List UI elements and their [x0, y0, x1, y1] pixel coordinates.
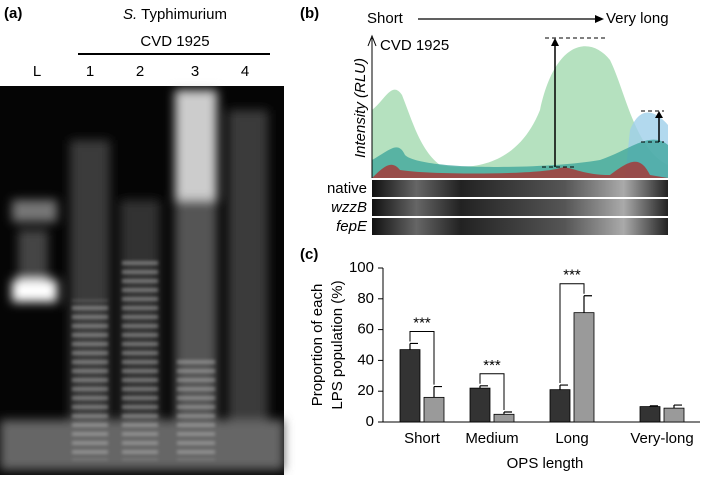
gel-strip: [372, 218, 668, 235]
x-axis-label: OPS length: [507, 455, 584, 472]
arrow-start-label: Short: [367, 10, 404, 27]
lane-label: 1: [86, 63, 94, 80]
lane-label: 3: [191, 63, 199, 80]
axis-arrow: [367, 34, 377, 47]
panel-label: (b): [300, 5, 319, 22]
strip-label: fepE: [336, 218, 368, 235]
bar: [549, 389, 571, 423]
x-tick-label: Short: [404, 430, 441, 447]
bar: [573, 312, 595, 423]
x-tick-label: Medium: [465, 430, 518, 447]
lane-label: 4: [241, 63, 249, 80]
error-bar: [559, 384, 568, 390]
error-bar: [583, 295, 592, 313]
arrow-end-label: Very long: [606, 10, 669, 27]
organism: S. Typhimurium: [123, 6, 227, 23]
bar: [493, 413, 515, 423]
y-axis-label: Proportion of each: [309, 284, 326, 407]
arrow-head: [655, 111, 663, 118]
gel-strip: [372, 180, 668, 197]
y-tick-label: 0: [366, 413, 374, 430]
profile-wzzb: [372, 139, 668, 178]
genus: S.: [123, 6, 137, 23]
error-bar: [433, 385, 442, 398]
bar: [639, 406, 661, 423]
y-tick-label: 20: [357, 382, 374, 399]
significance-bracket: [409, 330, 435, 385]
error-bar: [503, 411, 512, 415]
profile-native: [372, 46, 668, 179]
y-tick-label: 80: [357, 290, 374, 307]
y-tick-label: 60: [357, 321, 374, 338]
significance-label: ***: [563, 267, 581, 284]
significance-bracket: [559, 283, 585, 384]
error-bar: [649, 405, 658, 407]
y-axis-label: LPS population (%): [329, 280, 346, 409]
y-tick-label: 40: [357, 351, 374, 368]
profile-red: [372, 161, 668, 178]
strip-label: native: [327, 180, 367, 197]
x-tick-label: Long: [555, 430, 588, 447]
significance-bracket: [479, 373, 505, 410]
strain: CVD 1925: [140, 33, 209, 50]
bar: [663, 407, 685, 423]
bar: [469, 387, 491, 423]
x-tick-label: Very-long: [630, 430, 693, 447]
significance-label: ***: [413, 314, 431, 331]
bar: [423, 396, 445, 423]
strain: CVD 1925: [380, 37, 449, 54]
lane-label: L: [33, 63, 41, 80]
arrow-head: [551, 38, 559, 46]
bar: [399, 349, 421, 423]
panel-label: (c): [300, 246, 318, 263]
error-bar: [409, 342, 418, 350]
panel-label: (a): [4, 5, 22, 22]
gel-strip: [372, 199, 668, 216]
y-axis-label: Intensity (RLU): [352, 58, 369, 158]
y-tick-label: 100: [349, 259, 374, 276]
error-bar: [479, 385, 488, 389]
significance-label: ***: [483, 357, 501, 374]
lane-label: 2: [136, 63, 144, 80]
serovar: Typhimurium: [141, 6, 227, 23]
error-bar: [673, 404, 682, 409]
strip-label: wzzB: [331, 199, 367, 216]
arrow-head: [595, 15, 604, 23]
